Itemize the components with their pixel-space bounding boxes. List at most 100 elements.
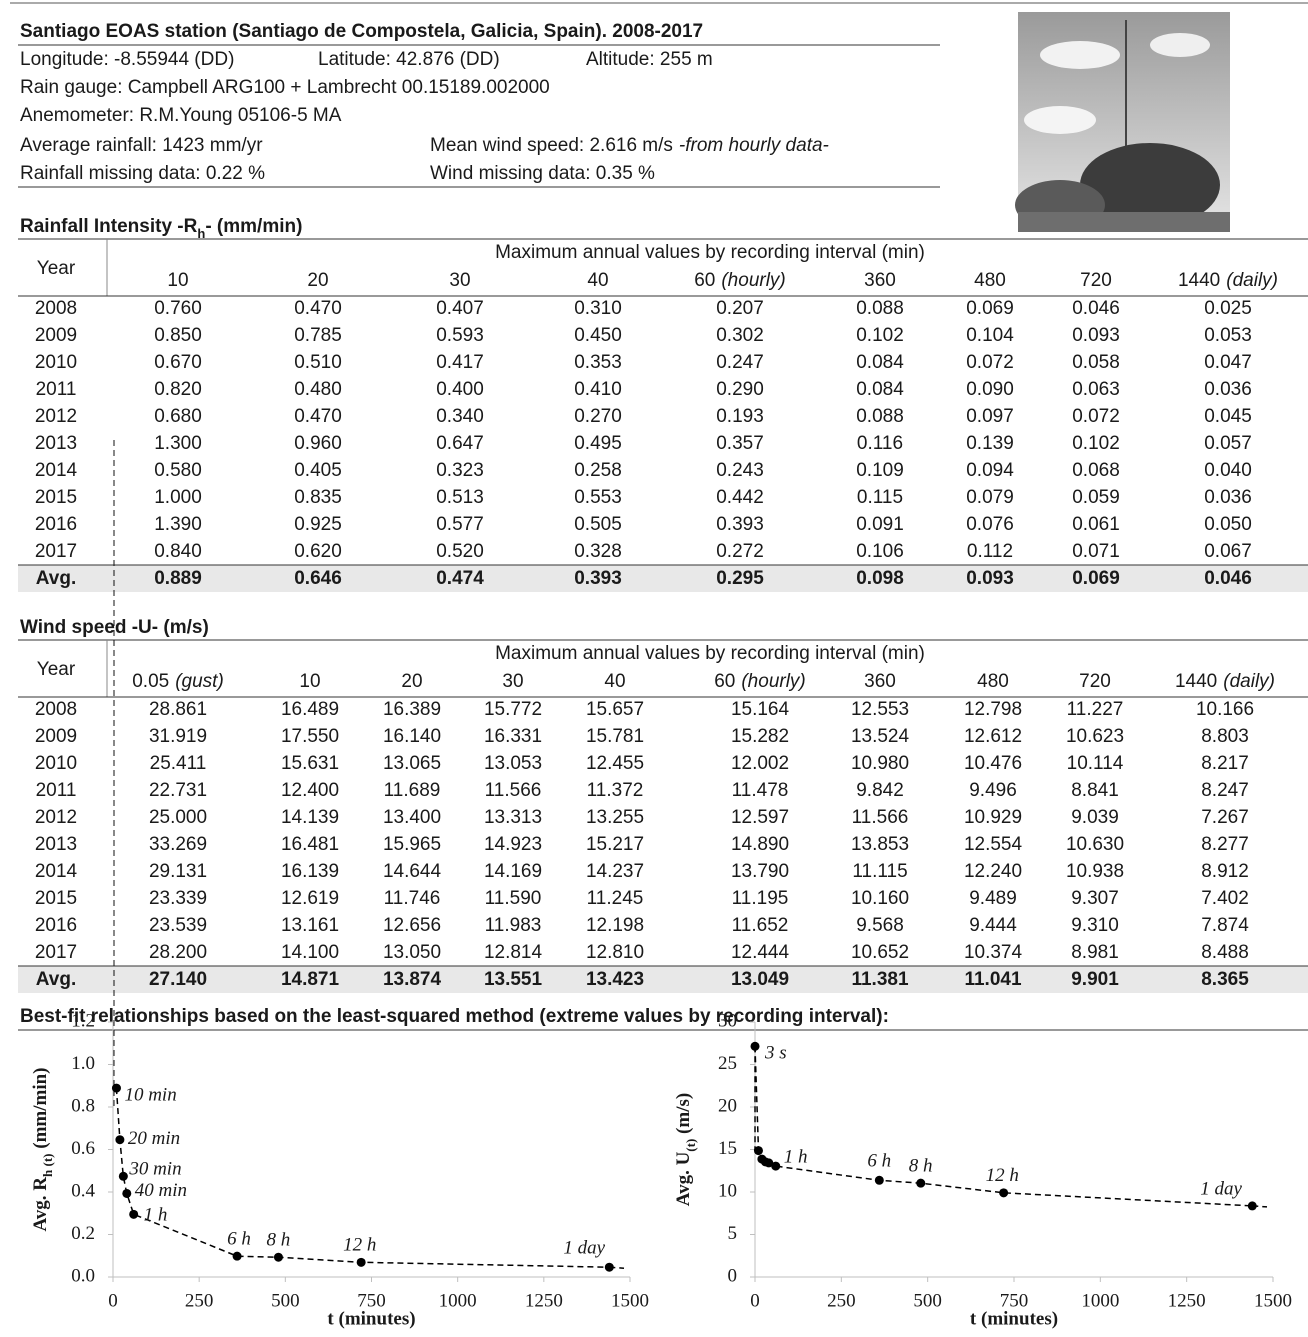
- column-note: (daily): [1226, 270, 1278, 291]
- point-label: 10 min: [124, 1084, 176, 1105]
- column-label: 360: [864, 671, 896, 692]
- average-cell: 0.474: [436, 568, 484, 589]
- cell: 0.840: [154, 541, 202, 562]
- point-label: 40 min: [135, 1180, 187, 1201]
- cell: 13.790: [731, 861, 789, 882]
- cell: 0.139: [966, 433, 1014, 454]
- y-label-part: Avg. U: [673, 1151, 694, 1206]
- average-cell: 0.098: [856, 568, 904, 589]
- cell: 28.861: [149, 699, 207, 720]
- column-note: (hourly): [741, 671, 805, 692]
- cell: 0.102: [1072, 433, 1120, 454]
- cell: 0.357: [716, 433, 764, 454]
- point: [1248, 1201, 1257, 1210]
- year: 2015: [35, 487, 77, 508]
- cell: 0.510: [294, 352, 342, 373]
- cell: 9.496: [969, 780, 1017, 801]
- point: [605, 1263, 614, 1272]
- cell: 0.084: [856, 379, 904, 400]
- cell: 12.612: [964, 726, 1022, 747]
- cell: 13.853: [851, 834, 909, 855]
- cell: 0.076: [966, 514, 1014, 535]
- year: 2008: [35, 298, 77, 319]
- title: Santiago EOAS station (Santiago de Compo…: [20, 21, 703, 42]
- y-axis-label: Avg. U(t) (m/s): [673, 1093, 698, 1206]
- cell: 0.063: [1072, 379, 1120, 400]
- column-header: 30: [449, 270, 470, 291]
- cell: 0.207: [716, 298, 764, 319]
- cell: 0.116: [857, 433, 903, 454]
- x-axis-label: t (minutes): [970, 1308, 1058, 1329]
- cell: 14.644: [383, 861, 442, 882]
- column-label: 40: [587, 270, 608, 291]
- fit-title: Best-fit relationships based on the leas…: [20, 1006, 889, 1027]
- cell: 0.785: [294, 325, 342, 346]
- point-label: 12 h: [343, 1235, 376, 1256]
- mean-wind-note: -from hourly data-: [679, 135, 829, 156]
- cell: 13.053: [484, 753, 542, 774]
- cell: 0.835: [294, 487, 342, 508]
- cell: 0.104: [966, 325, 1014, 346]
- cell: 0.036: [1204, 379, 1252, 400]
- cell: 0.112: [967, 541, 1013, 562]
- rain-missing: Rainfall missing data: 0.22 %: [20, 163, 265, 184]
- average-cell: 8.365: [1201, 969, 1249, 990]
- cell: 0.071: [1072, 541, 1120, 562]
- column-header: 10: [299, 671, 320, 692]
- cell: 8.488: [1201, 942, 1249, 963]
- cell: 0.393: [716, 514, 764, 535]
- column-note: (hourly): [721, 270, 785, 291]
- column-label: 360: [864, 270, 896, 291]
- point: [112, 1084, 121, 1093]
- column-header: 0.05(gust): [132, 671, 224, 692]
- mean-wind: Mean wind speed: 2.616 m/s-from hourly d…: [430, 135, 829, 156]
- cell: 0.091: [856, 514, 904, 535]
- y-tick-label: 0.4: [71, 1180, 95, 1201]
- cell: 12.455: [586, 753, 644, 774]
- cell: 0.410: [574, 379, 622, 400]
- cell: 10.623: [1066, 726, 1124, 747]
- cell: 1.300: [154, 433, 202, 454]
- cell: 16.489: [281, 699, 339, 720]
- cell: 0.090: [966, 379, 1014, 400]
- cell: 0.084: [856, 352, 904, 373]
- point-label: 1 day: [1200, 1178, 1242, 1199]
- cell: 11.372: [587, 780, 644, 801]
- average-cell: 14.871: [281, 969, 340, 990]
- cell: 11.566: [852, 807, 909, 828]
- column-header: 60(hourly): [714, 671, 806, 692]
- cell: 0.760: [154, 298, 202, 319]
- cell: 9.489: [969, 888, 1017, 909]
- y-tick-label: 0.8: [71, 1095, 95, 1116]
- title-part: Rainfall Intensity -R: [20, 216, 198, 237]
- cell: 10.929: [964, 807, 1022, 828]
- column-header: 360: [864, 270, 896, 291]
- cell: 0.097: [966, 406, 1014, 427]
- year: 2009: [35, 325, 77, 346]
- section-title: Rainfall Intensity -Rh- (mm/min): [20, 216, 302, 241]
- x-tick-label: 1000: [1081, 1290, 1119, 1311]
- average-cell: 13.551: [484, 969, 543, 990]
- year: 2014: [35, 861, 78, 882]
- average-cell: 9.901: [1071, 969, 1119, 990]
- column-label: 20: [401, 671, 422, 692]
- longitude: Longitude: -8.55944 (DD): [20, 49, 234, 70]
- cell: 33.269: [149, 834, 207, 855]
- column-header: 60(hourly): [694, 270, 786, 291]
- cell: 16.481: [281, 834, 339, 855]
- y-label-part: (m/s): [673, 1093, 694, 1139]
- column-header: 20: [401, 671, 422, 692]
- cell: 10.652: [851, 942, 909, 963]
- cell: 14.100: [281, 942, 339, 963]
- cell: 1.390: [154, 514, 202, 535]
- cell: 0.470: [294, 298, 342, 319]
- year: 2010: [35, 352, 77, 373]
- y-tick-label: 20: [718, 1095, 737, 1116]
- cell: 25.000: [149, 807, 207, 828]
- cell: 0.047: [1204, 352, 1252, 373]
- column-label: 20: [307, 270, 328, 291]
- cell: 11.652: [732, 915, 789, 936]
- column-header: 720: [1080, 270, 1112, 291]
- cell: 12.798: [964, 699, 1022, 720]
- y-label-part: h (t): [40, 1154, 55, 1177]
